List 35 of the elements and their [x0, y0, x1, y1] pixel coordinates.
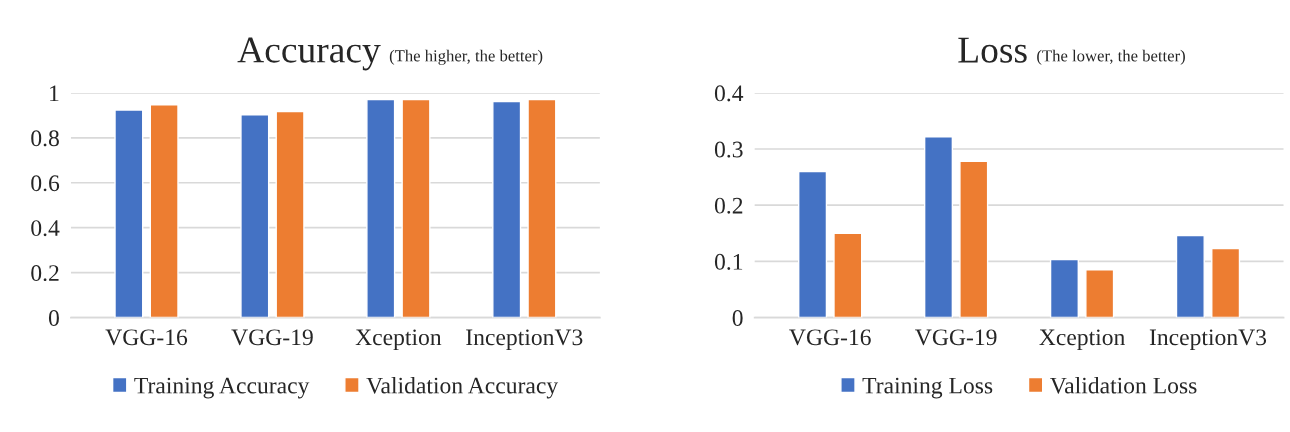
chart-subtitle: (The higher, the better): [389, 49, 543, 65]
chart-title: Accuracy: [237, 37, 381, 71]
bar: [1085, 269, 1115, 318]
y-tick-label: 0.4: [714, 85, 744, 102]
legend-label: Validation Accuracy: [366, 376, 559, 399]
y-tick-label: 0.4: [31, 220, 60, 237]
x-tick-label: Xception: [355, 329, 442, 351]
x-tick-label: Xception: [1039, 329, 1125, 351]
y-tick-label: 0.1: [714, 253, 743, 270]
bar: [1175, 234, 1205, 318]
y-tick-label: 0.2: [714, 197, 743, 214]
x-tick-label: InceptionV3: [1149, 329, 1267, 351]
bar: [1211, 247, 1241, 318]
legend-label: Training Accuracy: [134, 377, 310, 399]
x-tick-label: InceptionV3: [466, 329, 583, 351]
bar: [833, 232, 863, 318]
y-tick-label: 0.2: [31, 265, 59, 282]
x-tick-label: VGG-19: [915, 329, 997, 346]
bar: [923, 135, 954, 318]
x-tick-label: VGG-19: [231, 329, 313, 346]
y-tick-label: 0.3: [714, 141, 743, 158]
chart-subtitle: (The lower, the better): [1037, 49, 1185, 65]
legend-label: Validation Loss: [1050, 376, 1197, 394]
legend-label: Training Loss: [862, 377, 993, 399]
bar: [1049, 258, 1079, 318]
y-tick-label: 0: [732, 310, 743, 326]
y-tick-label: 1: [50, 85, 59, 102]
y-tick-label: 0.6: [31, 175, 60, 192]
chart-title: Loss: [958, 37, 1027, 63]
bar: [959, 160, 989, 318]
x-tick-label: VGG-16: [789, 329, 871, 346]
x-tick-label: VGG-16: [105, 329, 188, 346]
y-tick-label: 0: [48, 310, 59, 326]
bar: [798, 170, 828, 318]
y-tick-label: 0.8: [31, 130, 59, 147]
